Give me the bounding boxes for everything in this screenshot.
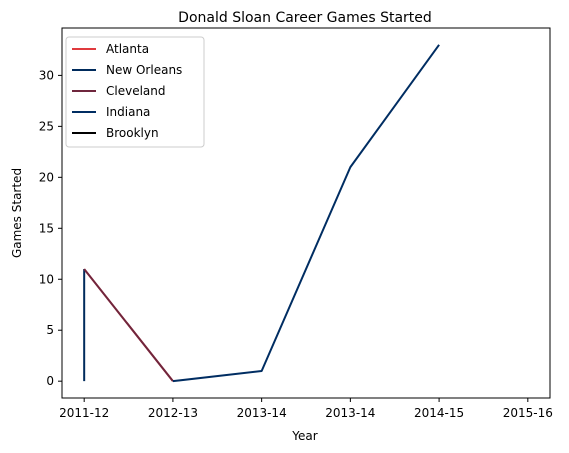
x-tick-label: 2013-14: [325, 406, 375, 420]
legend-label: Atlanta: [106, 42, 149, 56]
x-axis-label: Year: [291, 429, 317, 443]
legend-label: New Orleans: [106, 63, 182, 77]
legend: Atlanta New Orleans Cleveland Indiana Brookl…: [65, 36, 205, 148]
legend-label: Indiana: [106, 105, 150, 119]
y-tick-label: 10: [39, 272, 54, 286]
y-tick-label: 20: [39, 170, 54, 184]
y-tick-label: 5: [46, 323, 54, 337]
y-tick-label: 25: [39, 119, 54, 133]
chart-title: Donald Sloan Career Games Started: [178, 10, 432, 26]
x-tick-label: 2012-13: [148, 406, 198, 420]
x-tick-label: 2014-15: [414, 406, 464, 420]
y-axis: 0 5 10 15 20 25 30: [39, 68, 62, 388]
plot-lines: [83, 44, 440, 383]
x-axis: 2011-12 2012-13 2013-14 2013-14 2014-15 2015-…: [59, 398, 553, 420]
x-tick-label: 2015-16: [503, 406, 553, 420]
y-tick-label: 0: [46, 374, 54, 388]
series-line-3: [172, 44, 440, 383]
x-tick-label: 2013-14: [237, 406, 287, 420]
legend-label: Cleveland: [106, 84, 166, 98]
legend-box: [65, 36, 205, 148]
legend-label: Brooklyn: [106, 126, 159, 140]
y-axis-label: Games Started: [10, 168, 24, 258]
x-tick-label: 2011-12: [59, 406, 109, 420]
y-tick-label: 15: [39, 221, 54, 235]
plot-frame: [61, 27, 551, 399]
y-tick-label: 30: [39, 68, 54, 82]
series-line-2: [83, 268, 174, 382]
